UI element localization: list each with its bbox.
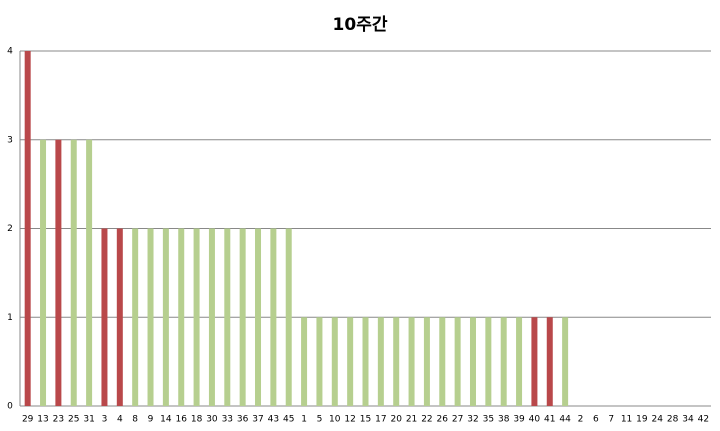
x-tick-label: 3 <box>102 415 108 425</box>
x-tick-label: 20 <box>390 415 402 425</box>
x-tick-label: 40 <box>529 415 541 425</box>
x-tick-label: 44 <box>559 415 571 425</box>
y-tick-label: 1 <box>7 313 13 323</box>
x-tick-label: 7 <box>608 415 614 425</box>
x-tick-label: 42 <box>698 415 709 425</box>
bar <box>362 317 369 406</box>
bar <box>301 317 308 406</box>
x-tick-label: 31 <box>83 415 94 425</box>
y-tick-label: 3 <box>7 135 13 145</box>
x-tick-label: 32 <box>467 415 478 425</box>
y-tick-label: 2 <box>7 224 13 234</box>
bar <box>162 228 169 406</box>
x-tick-label: 14 <box>160 415 172 425</box>
bar <box>24 51 31 406</box>
x-tick-label: 9 <box>148 415 154 425</box>
x-tick-label: 6 <box>593 415 599 425</box>
x-tick-label: 39 <box>513 415 525 425</box>
bar <box>454 317 461 406</box>
bar <box>393 317 400 406</box>
x-tick-label: 35 <box>483 415 494 425</box>
bar <box>562 317 569 406</box>
bar <box>86 139 93 406</box>
x-tick-label: 10 <box>329 415 341 425</box>
x-tick-label: 28 <box>667 415 679 425</box>
bar <box>270 228 277 406</box>
x-tick-label: 1 <box>301 415 307 425</box>
bar <box>101 228 108 406</box>
x-tick-label: 29 <box>22 415 34 425</box>
x-tick-label: 38 <box>498 415 510 425</box>
bar <box>208 228 215 406</box>
x-tick-label: 19 <box>636 415 648 425</box>
bar <box>423 317 430 406</box>
x-tick-label: 15 <box>360 415 371 425</box>
x-tick-label: 5 <box>317 415 323 425</box>
y-tick-label: 4 <box>7 47 13 57</box>
bar <box>224 228 231 406</box>
bar <box>439 317 446 406</box>
x-tick-label: 24 <box>652 415 664 425</box>
x-tick-label: 13 <box>37 415 48 425</box>
bar <box>531 317 538 406</box>
bar <box>331 317 338 406</box>
bar <box>347 317 354 406</box>
x-tick-label: 41 <box>544 415 555 425</box>
x-tick-label: 36 <box>237 415 249 425</box>
x-tick-label: 12 <box>344 415 355 425</box>
y-tick-label: 0 <box>7 402 13 412</box>
bar <box>55 139 62 406</box>
bar <box>193 228 200 406</box>
x-tick-label: 23 <box>53 415 64 425</box>
bar <box>255 228 262 406</box>
x-tick-label: 45 <box>283 415 294 425</box>
bar <box>40 139 47 406</box>
x-tick-label: 43 <box>268 415 279 425</box>
bar <box>377 317 384 406</box>
x-tick-label: 26 <box>437 415 449 425</box>
bar <box>485 317 492 406</box>
x-tick-label: 37 <box>252 415 263 425</box>
x-tick-label: 25 <box>68 415 79 425</box>
x-tick-label: 17 <box>375 415 386 425</box>
x-tick-label: 33 <box>222 415 233 425</box>
bar <box>500 317 507 406</box>
bar <box>178 228 185 406</box>
bar <box>116 228 123 406</box>
bar <box>239 228 246 406</box>
x-tick-label: 11 <box>621 415 632 425</box>
bar <box>316 317 323 406</box>
x-tick-label: 21 <box>406 415 417 425</box>
x-tick-label: 18 <box>191 415 203 425</box>
bar <box>408 317 415 406</box>
x-tick-label: 30 <box>206 415 218 425</box>
x-tick-label: 27 <box>452 415 463 425</box>
chart-title: 10주간 <box>333 15 388 35</box>
bar <box>70 139 77 406</box>
x-tick-label: 16 <box>176 415 188 425</box>
x-tick-label: 22 <box>421 415 432 425</box>
x-tick-label: 8 <box>132 415 138 425</box>
bar <box>516 317 523 406</box>
bar <box>546 317 553 406</box>
bar <box>469 317 476 406</box>
x-tick-label: 4 <box>117 415 123 425</box>
bar <box>147 228 154 406</box>
bar <box>132 228 139 406</box>
x-tick-label: 2 <box>578 415 584 425</box>
bar <box>285 228 292 406</box>
x-tick-label: 34 <box>682 415 694 425</box>
